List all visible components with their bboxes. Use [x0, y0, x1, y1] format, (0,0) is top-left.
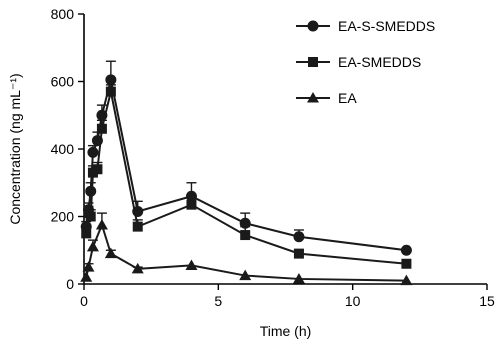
data-point	[87, 146, 99, 158]
x-tick-label: 10	[345, 293, 361, 309]
data-point	[86, 240, 99, 252]
y-tick-label: 200	[51, 209, 75, 225]
data-point	[293, 231, 305, 243]
y-tick-label: 600	[51, 74, 75, 90]
legend-marker	[307, 20, 319, 32]
x-tick-label: 0	[80, 293, 88, 309]
legend: EA-S-SMEDDS EA-SMEDDS EA	[296, 18, 435, 106]
data-point	[132, 221, 143, 232]
legend-marker	[308, 57, 318, 67]
legend-label: EA-SMEDDS	[338, 54, 421, 70]
legend-item: EA-SMEDDS	[296, 54, 421, 70]
legend-marker	[307, 92, 319, 103]
data-point	[400, 244, 412, 256]
data-point	[80, 271, 93, 282]
series-ea	[80, 212, 413, 286]
data-point	[240, 230, 251, 241]
series-ea-smedds	[81, 84, 412, 269]
data-point	[95, 218, 108, 230]
legend-item: EA-S-SMEDDS	[296, 18, 435, 34]
y-axis-label: Concentration (ng mL⁻¹)	[7, 73, 23, 224]
legend-item: EA	[296, 90, 357, 106]
axes	[83, 14, 487, 285]
legend-label: EA	[338, 90, 357, 106]
data-point	[85, 211, 96, 222]
x-tick-label: 15	[479, 293, 495, 309]
data-point	[81, 228, 92, 239]
y-tick-label: 0	[66, 276, 74, 292]
data-point	[186, 199, 197, 210]
series-line	[85, 221, 407, 282]
x-tick-label: 5	[214, 293, 222, 309]
data-point	[400, 274, 413, 286]
ticks: 0 5 10 15 0 200 400 600 800	[51, 6, 495, 309]
data-point	[82, 261, 95, 272]
data-point	[85, 185, 97, 197]
data-point	[105, 74, 117, 86]
legend-label: EA-S-SMEDDS	[338, 18, 435, 34]
data-point	[185, 259, 198, 270]
y-tick-label: 800	[51, 6, 75, 22]
data-point	[292, 272, 305, 284]
series-layer	[80, 60, 413, 286]
data-point	[104, 247, 117, 259]
data-point	[105, 86, 116, 97]
y-tick-label: 400	[51, 141, 75, 157]
data-point	[239, 269, 252, 281]
data-point	[401, 258, 412, 269]
data-point	[92, 164, 103, 175]
data-point	[293, 248, 304, 259]
data-point	[131, 262, 144, 274]
data-point	[96, 123, 107, 134]
x-axis-label: Time (h)	[260, 323, 312, 339]
